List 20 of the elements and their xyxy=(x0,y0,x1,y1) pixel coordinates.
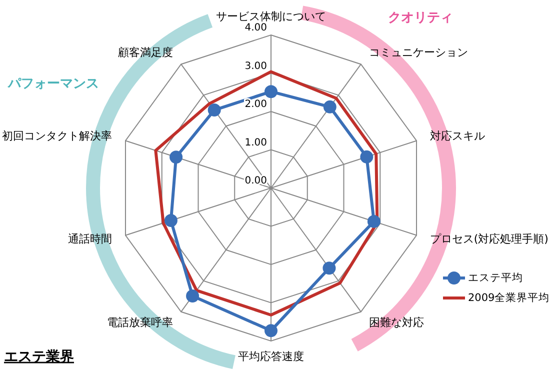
text: クオリティ xyxy=(388,10,453,26)
y-tick-label: 0.00 xyxy=(244,176,267,187)
y-tick-label: 4.00 xyxy=(244,22,267,34)
spoke-label: サービス体制について xyxy=(216,10,326,24)
spoke-label: 顧客満足度 xyxy=(118,46,173,59)
spoke-label: 平均応答速度 xyxy=(238,350,304,364)
legend-label: 2009全業界平均 xyxy=(468,292,550,304)
y-tick-label: 3.00 xyxy=(244,60,267,72)
y-tick-label: 2.00 xyxy=(244,99,267,110)
spoke-label: プロセス(対応処理手順) xyxy=(430,232,548,246)
spoke-label: 困難な対応 xyxy=(369,316,424,330)
y-tick-label: 1.00 xyxy=(244,137,267,148)
spoke-label: 初回コンタクト解決率 xyxy=(2,129,112,142)
spoke-label: 対応スキル xyxy=(430,129,485,142)
legend-label: エステ平均 xyxy=(468,272,523,284)
spoke-label: コミュニケーション xyxy=(369,46,468,59)
spoke-label: 電話放棄呼率 xyxy=(106,316,173,330)
spoke-label: 通話時間 xyxy=(68,232,112,246)
text: パフォーマンス xyxy=(7,76,99,92)
text: エステ業界 xyxy=(4,348,74,365)
